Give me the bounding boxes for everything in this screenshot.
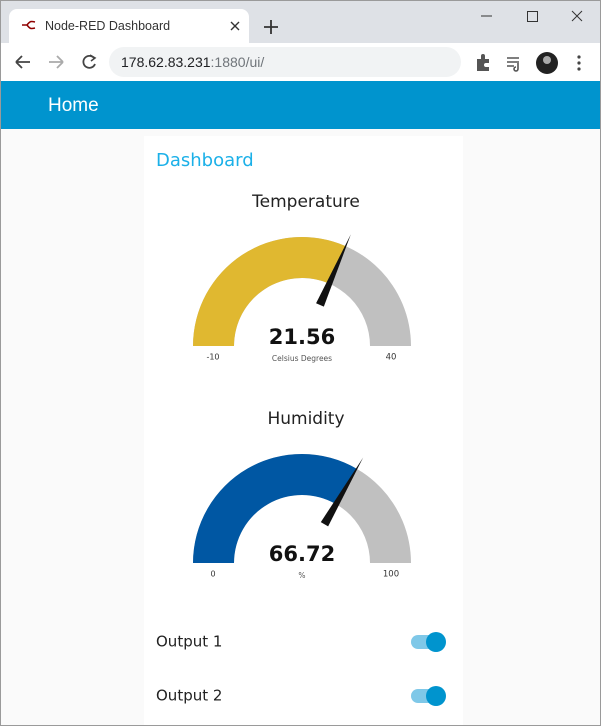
- switch-knob: [426, 686, 446, 706]
- gauge-needle: [320, 457, 364, 527]
- tab-title: Node-RED Dashboard: [45, 19, 171, 33]
- group-title: Dashboard: [156, 150, 254, 171]
- gauge-value: 21.56: [269, 325, 335, 349]
- gauge-min: 0: [210, 570, 215, 579]
- gauge-title: Temperature: [251, 192, 360, 212]
- toolbar-icons[interactable]: [473, 51, 593, 75]
- tab-close[interactable]: [229, 20, 241, 32]
- header-title: Home: [48, 95, 99, 116]
- gauge-arc: [193, 237, 346, 346]
- gauge-units: Celsius Degrees: [272, 354, 332, 363]
- gauge-value: 66.72: [269, 542, 335, 566]
- toggle-switch[interactable]: [411, 686, 446, 706]
- gauge-needle: [316, 234, 351, 307]
- gauge-min: -10: [206, 353, 219, 362]
- gauge-max: 100: [383, 570, 399, 580]
- url: 178.62.83.231:1880/ui/: [121, 54, 264, 70]
- url-path: :1880/ui/: [210, 54, 265, 70]
- url-host: 178.62.83.231: [121, 54, 211, 70]
- tab[interactable]: Node-RED Dashboard: [9, 9, 249, 43]
- switch-knob: [426, 632, 446, 652]
- new-tab[interactable]: [263, 19, 279, 35]
- tab-icon: [22, 20, 36, 30]
- nav-buttons[interactable]: [11, 52, 101, 72]
- gauge-arc: [193, 454, 357, 563]
- toggle-switch[interactable]: [411, 632, 446, 652]
- window-controls[interactable]: [471, 6, 591, 26]
- switch-label: Output 2: [156, 687, 222, 705]
- group-card: [144, 136, 463, 725]
- gauge-max: 40: [386, 353, 397, 363]
- address-bar: 178.62.83.231:1880/ui/: [1, 43, 600, 82]
- switch-label: Output 1: [156, 633, 222, 651]
- dashboard-content: Dashboard Temperature 21.56 Celsius Degree…: [144, 136, 463, 725]
- gauge-units: %: [298, 571, 305, 580]
- omnibox[interactable]: 178.62.83.231:1880/ui/: [109, 47, 461, 77]
- tab-bar: Node-RED Dashboard: [1, 1, 600, 43]
- app-header: Home: [1, 81, 600, 129]
- gauge-title: Humidity: [267, 409, 344, 429]
